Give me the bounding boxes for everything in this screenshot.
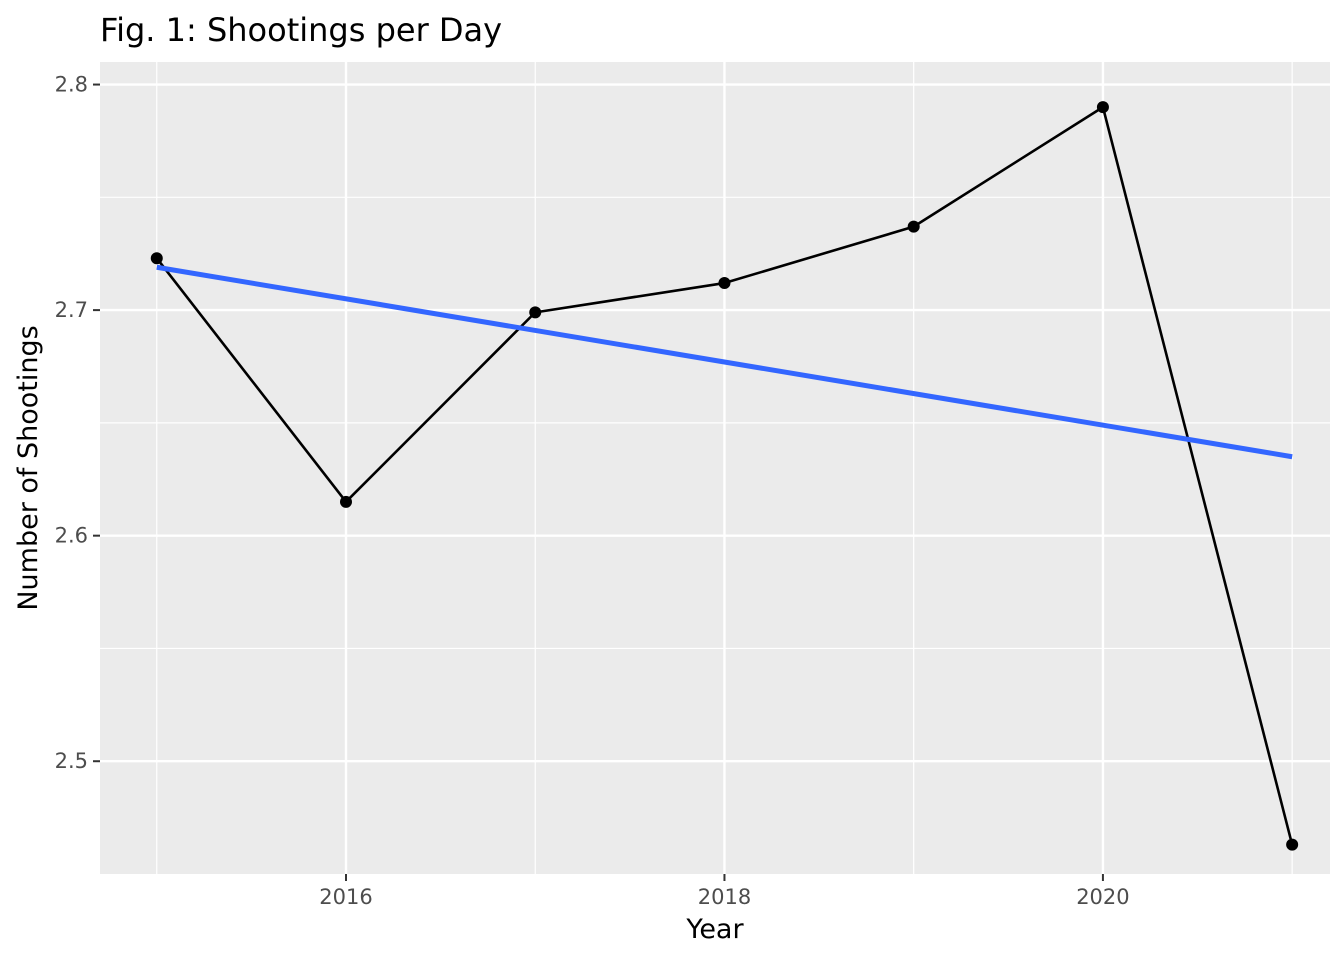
- data-marks: [150, 101, 1299, 851]
- x-tick-label: 2016: [319, 885, 372, 909]
- data-point: [907, 220, 920, 233]
- y-tick-label: 2.7: [55, 298, 88, 322]
- axes: 2016 2018 2020 2.5 2.6 2.7 2.8: [55, 73, 1130, 909]
- trend-line: [156, 264, 1293, 460]
- plot-panel: [100, 62, 1330, 874]
- y-tick-label: 2.6: [55, 524, 88, 548]
- data-point: [1286, 838, 1299, 851]
- chart-title: Fig. 1: Shootings per Day: [100, 11, 502, 49]
- data-point: [529, 306, 542, 319]
- x-tick-label: 2020: [1076, 885, 1129, 909]
- data-point: [1096, 101, 1109, 114]
- data-point: [150, 252, 163, 265]
- data-point: [718, 277, 731, 290]
- y-tick-label: 2.5: [55, 749, 88, 773]
- y-axis-title: Number of Shootings: [13, 325, 44, 610]
- x-axis-title: Year: [685, 914, 744, 945]
- data-point: [340, 495, 352, 508]
- y-tick-label: 2.8: [55, 73, 88, 97]
- minor-gridlines: [100, 62, 1330, 874]
- major-gridlines: [100, 62, 1330, 874]
- x-tick-label: 2018: [698, 885, 751, 909]
